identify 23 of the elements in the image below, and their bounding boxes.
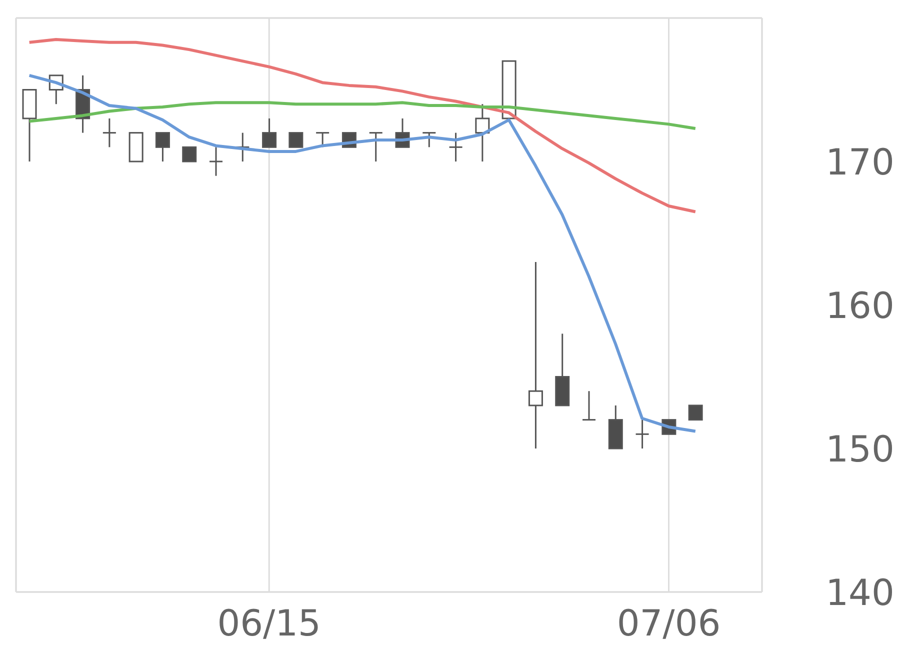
candlestick — [528, 261, 543, 450]
candlestick — [475, 103, 490, 162]
candlestick — [182, 146, 197, 162]
y-tick-label: 170 — [826, 142, 894, 184]
candlestick — [102, 118, 117, 148]
line-series — [28, 38, 697, 214]
y-tick-label: 140 — [826, 572, 894, 614]
candlestick — [368, 132, 384, 162]
x-tick-label: 07/06 — [616, 604, 721, 645]
candlestick — [448, 132, 464, 162]
line-series — [28, 101, 697, 130]
x-tick-label: 06/15 — [217, 604, 321, 645]
candlestick — [155, 132, 170, 162]
candlestick — [688, 404, 703, 421]
candlestick — [582, 390, 596, 421]
line-series — [28, 74, 697, 433]
candlestick — [422, 132, 436, 148]
candlestick — [288, 132, 304, 148]
candlestick — [635, 419, 650, 450]
y-tick-label: 160 — [826, 286, 894, 327]
candlestick — [262, 118, 277, 148]
y-tick-label: 150 — [826, 429, 894, 470]
candlestick — [208, 146, 224, 177]
